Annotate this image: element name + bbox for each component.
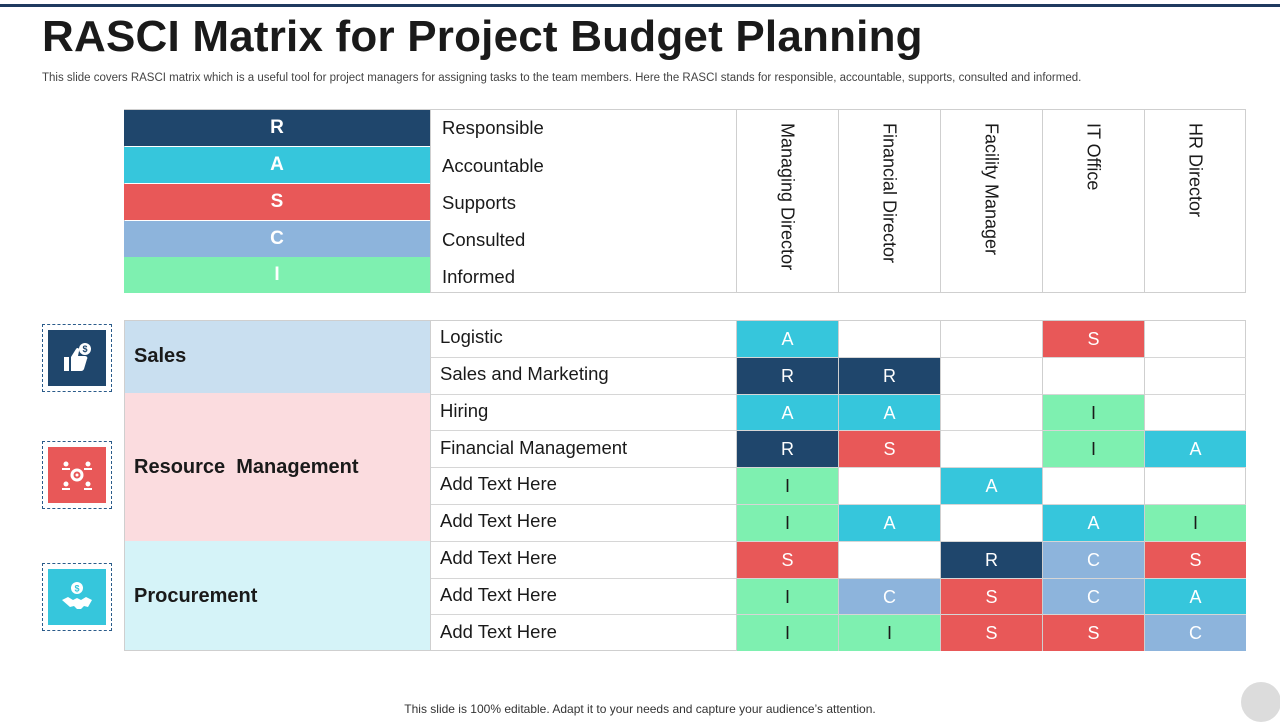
- thumbs-up-dollar-icon: $: [48, 330, 106, 386]
- task-label: Logistic: [440, 326, 503, 347]
- matrix-cell: A: [941, 468, 1042, 504]
- matrix-cell: A: [737, 321, 838, 357]
- header-divider: [736, 109, 737, 293]
- matrix-cell: I: [1043, 395, 1144, 431]
- task-label: Financial Management: [440, 437, 628, 458]
- matrix-cell: [1145, 395, 1246, 431]
- header-divider: [1144, 109, 1145, 293]
- matrix-cell: [1043, 358, 1144, 394]
- matrix-cell: S: [839, 431, 940, 467]
- matrix-cell: S: [1145, 542, 1246, 578]
- header-divider: [838, 109, 839, 293]
- matrix-cell: [941, 505, 1042, 541]
- legend-label-responsible: Responsible: [442, 117, 544, 138]
- svg-text:$: $: [74, 584, 79, 594]
- matrix-frame: [124, 320, 1246, 651]
- legend-label-informed: Informed: [442, 266, 516, 287]
- legend-key-i: I: [124, 257, 430, 293]
- top-accent-line: [0, 4, 1280, 7]
- role-header-it-office: IT Office: [1083, 123, 1103, 191]
- matrix-cell: I: [737, 615, 838, 651]
- matrix-cell: C: [1043, 542, 1144, 578]
- team-gear-icon: [48, 447, 106, 503]
- task-label: Add Text Here: [440, 621, 557, 642]
- matrix-cell: S: [941, 615, 1042, 651]
- matrix-cell: I: [737, 579, 838, 615]
- matrix-cell: [941, 431, 1042, 467]
- svg-text:$: $: [82, 344, 87, 354]
- matrix-cell: I: [737, 468, 838, 504]
- matrix-cell: [941, 321, 1042, 357]
- matrix-column-divider: [1042, 320, 1043, 651]
- matrix-cell: S: [737, 542, 838, 578]
- sales-icon-box: $: [42, 324, 112, 392]
- matrix-cell: R: [737, 358, 838, 394]
- legend-label-supports: Supports: [442, 192, 517, 213]
- matrix-cell: S: [941, 579, 1042, 615]
- matrix-cell: [1145, 321, 1246, 357]
- matrix-cell: A: [1145, 579, 1246, 615]
- matrix-cell: S: [1043, 615, 1144, 651]
- matrix-cell: R: [839, 358, 940, 394]
- matrix-cell: A: [1145, 431, 1246, 467]
- matrix-cell: C: [1145, 615, 1246, 651]
- matrix-column-divider: [736, 320, 737, 651]
- handshake-dollar-icon: $: [48, 569, 106, 625]
- role-header-hr-director: HR Director: [1185, 123, 1205, 218]
- group-procurement: Procurement: [124, 541, 430, 651]
- matrix-cell: [1043, 468, 1144, 504]
- matrix-cell: A: [839, 505, 940, 541]
- matrix-cell: [839, 468, 940, 504]
- matrix-cell: C: [1043, 579, 1144, 615]
- slide-corner-decoration: [1241, 682, 1280, 722]
- header-divider: [1042, 109, 1043, 293]
- matrix-cell: I: [737, 505, 838, 541]
- legend-key-s: S: [124, 184, 430, 220]
- matrix-cell: A: [1043, 505, 1144, 541]
- matrix-cell: [839, 542, 940, 578]
- procurement-icon-box: $: [42, 563, 112, 631]
- role-header-facility-manager: Facility Manager: [981, 123, 1001, 256]
- legend-key-c: C: [124, 221, 430, 257]
- matrix-cell: I: [839, 615, 940, 651]
- header-divider: [430, 109, 431, 293]
- footer-note: This slide is 100% editable. Adapt it to…: [404, 702, 876, 716]
- task-label: Add Text Here: [440, 510, 557, 531]
- legend-key-r: R: [124, 110, 430, 146]
- matrix-cell: [941, 358, 1042, 394]
- page-title: RASCI Matrix for Project Budget Planning: [42, 12, 923, 61]
- matrix-column-divider: [1144, 320, 1145, 651]
- matrix-cell: R: [737, 431, 838, 467]
- matrix-column-divider: [430, 320, 431, 651]
- task-label: Hiring: [440, 400, 489, 421]
- header-divider: [940, 109, 941, 293]
- matrix-cell: [1145, 358, 1246, 394]
- matrix-cell: A: [839, 395, 940, 431]
- matrix-cell: S: [1043, 321, 1144, 357]
- matrix-cell: I: [1043, 431, 1144, 467]
- task-label: Add Text Here: [440, 547, 557, 568]
- task-label: Add Text Here: [440, 584, 557, 605]
- page-subtitle: This slide covers RASCI matrix which is …: [42, 72, 1082, 84]
- task-label: Add Text Here: [440, 473, 557, 494]
- matrix-cell: [1145, 468, 1246, 504]
- matrix-cell: [941, 395, 1042, 431]
- matrix-cell: C: [839, 579, 940, 615]
- role-header-managing-director: Managing Director: [777, 123, 797, 271]
- matrix-cell: R: [941, 542, 1042, 578]
- legend-label-consulted: Consulted: [442, 229, 526, 250]
- group-resource-management: Resource Management: [124, 393, 430, 541]
- matrix-cell: [839, 321, 940, 357]
- legend-label-accountable: Accountable: [442, 155, 544, 176]
- matrix-cell: I: [1145, 505, 1246, 541]
- task-label: Sales and Marketing: [440, 363, 609, 384]
- resource-icon-box: [42, 441, 112, 509]
- group-sales: Sales: [124, 320, 430, 393]
- legend-key-a: A: [124, 147, 430, 183]
- matrix-column-divider: [940, 320, 941, 651]
- matrix-column-divider: [838, 320, 839, 651]
- matrix-cell: A: [737, 395, 838, 431]
- role-header-financial-director: Financial Director: [879, 123, 899, 264]
